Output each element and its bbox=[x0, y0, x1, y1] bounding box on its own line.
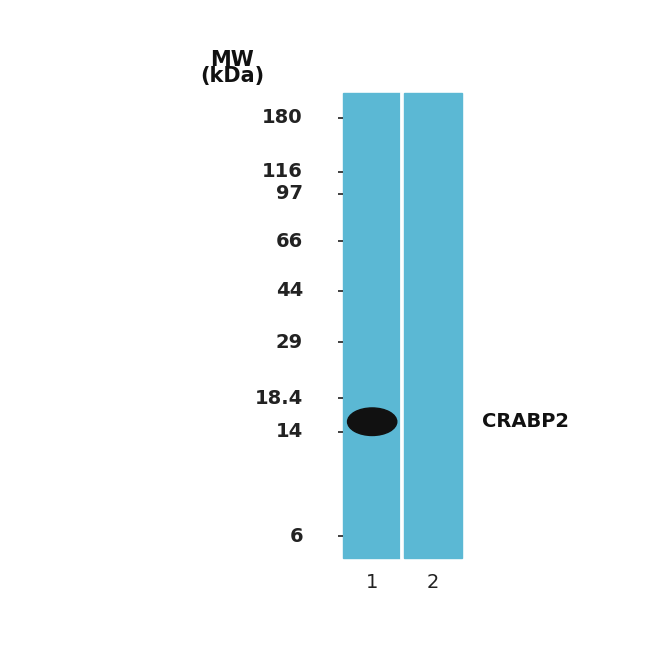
Text: 6: 6 bbox=[289, 526, 303, 545]
Bar bbox=[404, 93, 461, 558]
Text: 1: 1 bbox=[366, 573, 378, 593]
Text: 66: 66 bbox=[276, 231, 303, 251]
Text: 97: 97 bbox=[276, 184, 303, 203]
Text: 180: 180 bbox=[262, 108, 303, 127]
Text: 2: 2 bbox=[426, 573, 439, 593]
Text: 18.4: 18.4 bbox=[255, 389, 303, 408]
Text: MW: MW bbox=[211, 51, 254, 70]
Bar bbox=[343, 93, 401, 558]
Text: (kDa): (kDa) bbox=[200, 66, 265, 86]
Text: CRABP2: CRABP2 bbox=[482, 412, 569, 431]
Text: 116: 116 bbox=[262, 162, 303, 181]
Text: 14: 14 bbox=[276, 422, 303, 441]
Text: 44: 44 bbox=[276, 281, 303, 300]
Text: 29: 29 bbox=[276, 333, 303, 352]
Ellipse shape bbox=[348, 408, 396, 436]
